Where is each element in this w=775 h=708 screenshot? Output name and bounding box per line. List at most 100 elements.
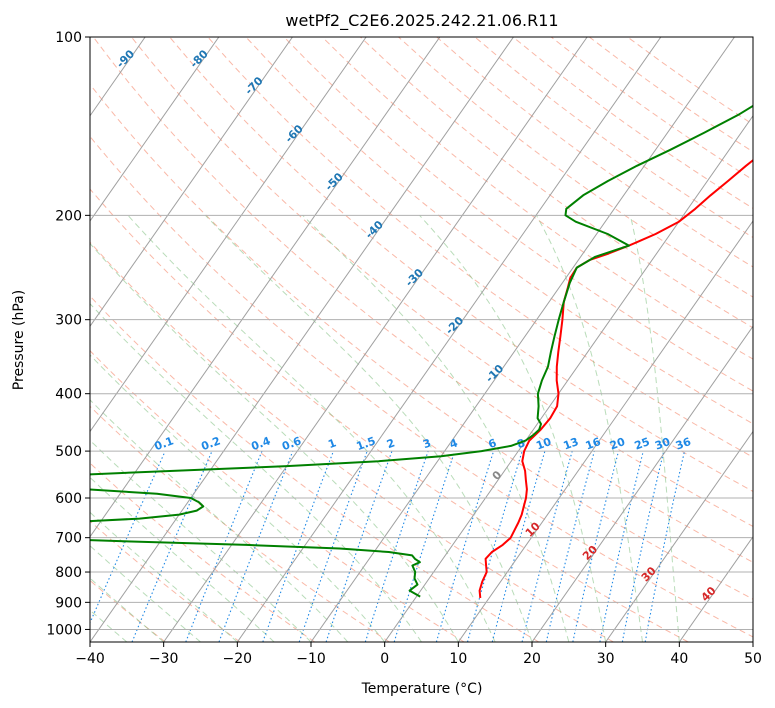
chart-title: wetPf2_C2E6.2025.242.21.06.R11 bbox=[285, 11, 558, 31]
mixing-ratio-label: 25 bbox=[633, 435, 652, 452]
isotherm-line bbox=[384, 114, 753, 642]
y-tick-label: 600 bbox=[55, 491, 82, 507]
moist-adiabat bbox=[90, 476, 275, 642]
dry-adiabat bbox=[90, 241, 614, 642]
dry-adiabat-label: -20 bbox=[443, 314, 466, 337]
isotherm-line bbox=[605, 430, 753, 642]
moist-adiabat bbox=[302, 214, 570, 642]
y-tick-label: 900 bbox=[55, 595, 82, 611]
dry-adiabat bbox=[90, 462, 315, 642]
moist-adiabat bbox=[90, 302, 422, 642]
mixing-ratio-line bbox=[466, 450, 523, 642]
dry-adiabat-label: -70 bbox=[242, 74, 265, 97]
isotherm-line bbox=[90, 37, 293, 328]
mixing-ratio-line bbox=[325, 450, 393, 642]
isotherm-line bbox=[90, 37, 441, 538]
dry-adiabat bbox=[207, 37, 753, 458]
y-tick-label: 100 bbox=[55, 30, 82, 46]
dry-adiabat-label: -100 bbox=[37, 44, 66, 73]
mixing-ratio-label: 0.1 bbox=[153, 434, 176, 453]
moist-adiabat bbox=[90, 242, 459, 642]
dry-adiabat bbox=[512, 37, 753, 209]
x-tick-label: 30 bbox=[597, 651, 615, 667]
dry-adiabat bbox=[90, 83, 753, 600]
mixing-ratio-label: 1 bbox=[326, 436, 338, 451]
y-tick-label: 1000 bbox=[46, 622, 82, 638]
mixing-ratio-line bbox=[185, 450, 263, 642]
x-tick-label: 10 bbox=[449, 651, 467, 667]
mixing-ratio-line bbox=[644, 450, 686, 642]
mixing-ratio-label: 0.2 bbox=[199, 434, 222, 453]
isotherm-line bbox=[90, 37, 367, 433]
x-tick-label: 50 bbox=[744, 651, 762, 667]
moist-adiabat bbox=[90, 439, 312, 642]
x-axis-title: Temperature (°C) bbox=[361, 681, 483, 697]
mixing-ratio-line bbox=[298, 450, 368, 642]
mixing-ratio-line bbox=[621, 450, 665, 642]
dry-adiabat-label: 10 bbox=[523, 519, 543, 539]
x-tick-label: 0 bbox=[380, 651, 389, 667]
x-tick-label: −30 bbox=[149, 651, 179, 667]
mixing-ratio-label: 10 bbox=[534, 435, 553, 453]
moist-adiabat bbox=[535, 215, 643, 642]
y-tick-label: 400 bbox=[55, 387, 82, 403]
dry-adiabat bbox=[90, 405, 390, 642]
dry-adiabat bbox=[90, 295, 540, 642]
isotherm-line bbox=[310, 37, 735, 642]
dry-adiabat bbox=[398, 37, 753, 298]
mixing-ratio-label: 16 bbox=[584, 435, 603, 453]
dry-adiabat bbox=[588, 37, 753, 153]
mixing-ratio-label: 36 bbox=[674, 435, 693, 453]
dry-adiabat bbox=[92, 37, 753, 563]
grid-lines bbox=[90, 37, 753, 642]
y-axis: 1000 900 800 700 600 500 400 300 200 100 bbox=[46, 30, 90, 638]
isotherm-line bbox=[678, 535, 753, 642]
mixing-ratio-label: 0.6 bbox=[280, 434, 303, 453]
dry-adiabat-label: 30 bbox=[639, 564, 659, 584]
dry-adiabat bbox=[474, 37, 753, 239]
dry-adiabat-label: -80 bbox=[188, 47, 211, 70]
dewpoint-trace bbox=[90, 104, 753, 598]
y-tick-label: 700 bbox=[55, 531, 82, 547]
mixing-ratio-label: 3 bbox=[421, 436, 433, 451]
temperature-trace bbox=[478, 158, 753, 599]
mixing-ratio-label: 4 bbox=[448, 436, 460, 451]
moist-adiabat bbox=[90, 545, 201, 642]
moist-adiabat bbox=[127, 214, 496, 642]
dry-adiabat-label: 0 bbox=[490, 468, 505, 483]
y-tick-label: 800 bbox=[55, 565, 82, 581]
mixing-ratio-line bbox=[262, 450, 334, 642]
x-tick-label: 20 bbox=[523, 651, 541, 667]
moist-adiabat bbox=[90, 511, 238, 642]
mixing-ratio-line bbox=[435, 450, 495, 642]
mixing-ratio-label: 13 bbox=[562, 435, 581, 452]
x-tick-label: 40 bbox=[670, 651, 688, 667]
dry-adiabat bbox=[436, 37, 753, 268]
background-reference-lines bbox=[90, 37, 753, 642]
mixing-ratio-line bbox=[521, 450, 573, 642]
mixing-ratio-label: 6 bbox=[487, 436, 499, 451]
moist-adiabat bbox=[90, 399, 349, 642]
dry-adiabat bbox=[360, 37, 753, 329]
y-tick-label: 300 bbox=[55, 313, 82, 329]
x-axis: −40 −30 −20 −10 0 10 20 30 40 50 bbox=[75, 642, 762, 667]
mixing-ratio-line bbox=[599, 450, 644, 642]
mixing-ratio-line bbox=[90, 450, 166, 625]
x-tick-label: −40 bbox=[75, 651, 105, 667]
moist-adiabat bbox=[629, 215, 680, 642]
mixing-ratio-label: 20 bbox=[608, 435, 627, 453]
moist-adiabat bbox=[419, 214, 607, 642]
mixing-ratio-label: 8 bbox=[515, 436, 527, 451]
dry-adiabat-label: 20 bbox=[580, 543, 600, 563]
mixing-ratio-line bbox=[572, 450, 620, 642]
dry-adiabat bbox=[169, 37, 753, 492]
sounding-traces bbox=[90, 104, 753, 599]
isotherm-line bbox=[457, 220, 753, 642]
dry-adiabat bbox=[90, 188, 689, 642]
x-tick-label: −20 bbox=[223, 651, 253, 667]
dry-adiabat-label: -40 bbox=[363, 218, 386, 241]
mixing-ratio-line bbox=[545, 450, 595, 642]
mixing-ratio-line bbox=[218, 450, 294, 642]
mixing-ratio-label: 0.4 bbox=[249, 434, 272, 453]
